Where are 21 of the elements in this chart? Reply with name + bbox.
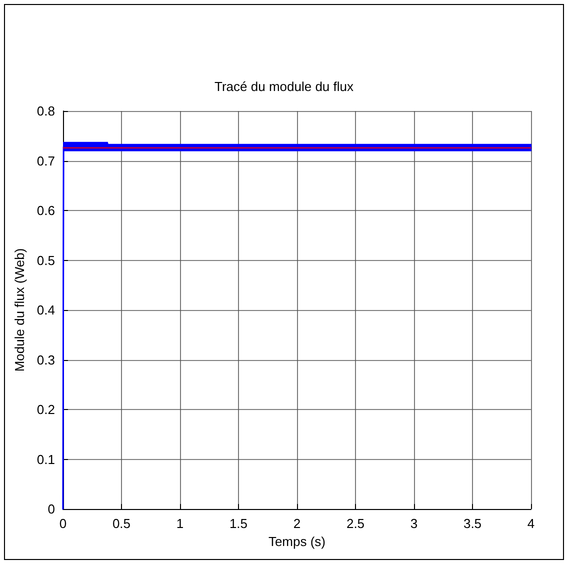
x-tick-label: 2.5	[346, 516, 365, 531]
x-tick-label: 1	[176, 516, 184, 531]
x-tick-label: 2	[293, 516, 301, 531]
x-tick-label: 3	[410, 516, 418, 531]
y-axis-title: Module du flux (Web)	[12, 248, 27, 372]
y-tick-label: 0.2	[36, 402, 55, 417]
y-tick-label: 0	[48, 502, 55, 516]
x-axis-title: Temps (s)	[268, 534, 326, 549]
y-tick-label: 0.6	[36, 203, 55, 218]
x-tick-label: 1.5	[229, 516, 248, 531]
x-tick-label: 3.5	[463, 516, 482, 531]
y-tick-label: 0.3	[36, 352, 55, 368]
y-tick-label: 0.5	[36, 252, 55, 268]
x-tick-label: 4	[527, 516, 535, 531]
x-tick-label: 0.5	[112, 516, 131, 531]
y-tick-label: 0.1	[36, 452, 55, 467]
y-tick-label: 0.4	[36, 302, 55, 318]
y-tick-label: 0.7	[36, 153, 55, 168]
chart-title: Tracé du module du flux	[214, 79, 354, 94]
y-tick-label: 0.8	[36, 104, 55, 118]
x-tick-label: 0	[59, 516, 67, 531]
